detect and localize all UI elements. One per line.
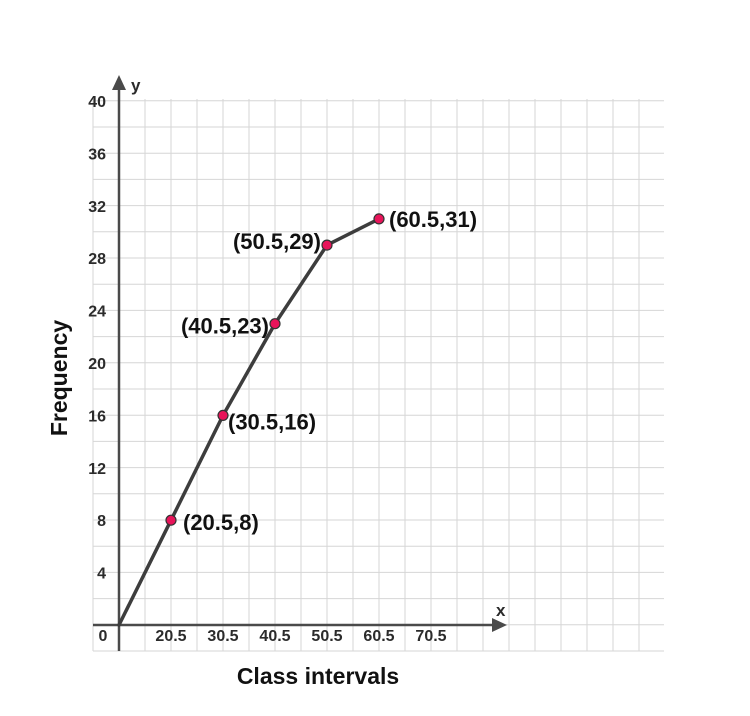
y-tick-labels: 4 8 12 16 20 24 28 32 36 40 [88,94,106,583]
data-point [165,514,177,526]
y-tick-label: 20 [88,356,106,373]
x-axis-letter: x [496,601,506,620]
y-tick-label: 32 [88,199,106,216]
y-tick-label: 40 [88,94,106,111]
y-tick-label: 4 [97,566,106,583]
x-axis-title: Class intervals [237,663,399,689]
origin-label: 0 [99,628,108,645]
x-tick-label: 20.5 [155,628,186,645]
point-label: (20.5,8) [183,510,259,535]
y-axis-letter: y [131,76,141,95]
x-tick-label: 60.5 [363,628,394,645]
x-axis-arrow [492,618,507,632]
point-label: (60.5,31) [389,207,477,232]
x-tick-label: 40.5 [259,628,290,645]
series-cumulative [117,213,385,627]
x-tick-label: 30.5 [207,628,238,645]
data-point [321,239,333,251]
point-label: (30.5,16) [228,409,316,434]
data-point [217,409,229,421]
y-tick-label: 12 [88,461,106,478]
y-tick-label: 24 [88,304,106,321]
y-tick-label: 8 [97,513,106,530]
x-tick-labels: 20.5 30.5 40.5 50.5 60.5 70.5 [155,628,446,645]
y-tick-label: 16 [88,408,106,425]
point-label: (40.5,23) [181,314,269,339]
point-labels: (20.5,8) (30.5,16) (40.5,23) (50.5,29) (60.5… [181,207,477,535]
y-tick-label: 28 [88,251,106,268]
grid [92,99,664,652]
data-point [269,318,281,330]
x-tick-label: 70.5 [415,628,446,645]
series-line [117,217,381,627]
y-tick-label: 36 [88,146,106,163]
point-label: (50.5,29) [233,229,321,254]
axes [93,75,507,651]
y-axis-arrow [112,75,126,90]
x-tick-label: 50.5 [311,628,342,645]
data-point [373,213,385,225]
y-axis-title: Frequency [46,320,72,437]
